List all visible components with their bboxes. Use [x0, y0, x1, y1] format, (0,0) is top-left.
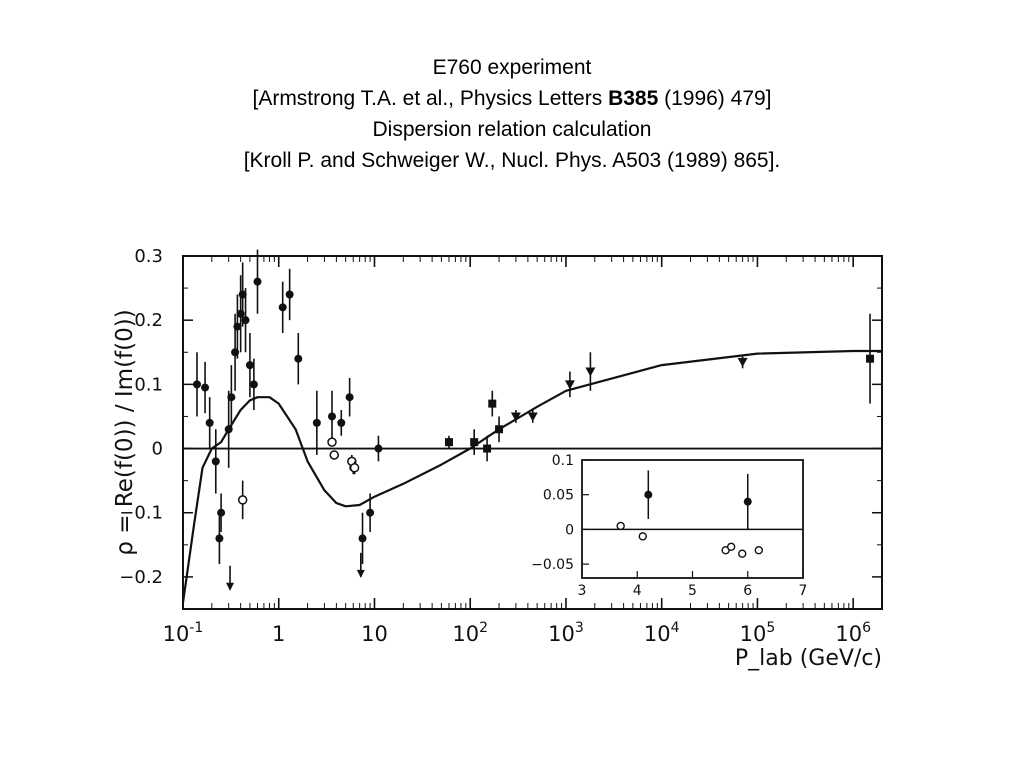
inset-data-point-filled [644, 490, 653, 499]
data-point-filled [205, 418, 214, 427]
y-tick-label: −0.2 [119, 567, 163, 588]
data-point-filled [328, 412, 337, 421]
data-point-filled [192, 380, 201, 389]
inset-data-point-open [754, 546, 763, 555]
data-point-triangle [527, 412, 538, 422]
y-tick-label: 0.2 [134, 310, 163, 331]
data-point-filled [211, 457, 220, 466]
data-point-filled [337, 418, 346, 427]
data-point-filled [245, 361, 254, 370]
data-point-filled [227, 393, 236, 402]
x-tick-label: 104 [644, 620, 680, 646]
chart-title-block: E760 experiment [Armstrong T.A. et al., … [0, 52, 1024, 176]
title-line-4: [Kroll P. and Schweiger W., Nucl. Phys. … [243, 149, 781, 172]
inset-data-point-open [726, 542, 736, 551]
inset-x-tick-label: 5 [688, 583, 697, 599]
plot-frame [182, 255, 883, 610]
inset-y-tick-label: −0.05 [531, 557, 574, 573]
inset-y-tick-label: 0.1 [552, 453, 574, 469]
y-tick-label: 0 [152, 439, 163, 460]
data-point-high [866, 354, 875, 363]
inset-x-tick-label: 4 [633, 583, 642, 599]
data-point-square [483, 444, 492, 453]
inset-x-tick-label: 6 [743, 583, 752, 599]
data-point-filled [217, 508, 226, 517]
data-point-filled [238, 290, 247, 299]
inset-data-point-filled [743, 497, 752, 506]
data-point-open [329, 450, 339, 460]
data-point-filled [294, 354, 303, 363]
data-point-filled [278, 303, 287, 312]
data-point-open [327, 437, 337, 447]
data-point-open [349, 463, 360, 473]
data-point-square [470, 438, 479, 447]
data-point-filled [215, 534, 224, 543]
data-point-filled [285, 290, 294, 299]
dispersion-curve [181, 349, 882, 603]
y-axis-label: ρ = Re(f(0)) / Im(f(0)) [112, 309, 138, 555]
x-tick-label: 105 [740, 620, 776, 646]
limit-arrow-head [356, 569, 365, 578]
title-line-2: [Armstrong T.A. et al., Physics Letters … [0, 83, 1024, 114]
x-tick-label: 102 [452, 620, 488, 646]
x-tick-label: 1 [272, 622, 285, 646]
title-line-2-bold: B385 [608, 87, 659, 110]
data-point-triangle [510, 412, 521, 422]
inset-data-point-open [638, 532, 647, 541]
data-point-filled [233, 322, 242, 331]
data-point-filled [312, 418, 321, 427]
data-point-filled [366, 508, 375, 517]
inset-y-tick-label: 0.05 [543, 488, 574, 504]
inset-data-point-open [738, 549, 747, 558]
data-point-triangle [737, 357, 748, 367]
data-point-filled [358, 534, 367, 543]
data-point-triangle [564, 380, 575, 390]
data-point-open [237, 495, 248, 505]
data-point-triangle [585, 367, 596, 377]
data-point-filled [249, 380, 258, 389]
x-tick-label: 106 [835, 620, 871, 646]
y-tick-label: −0.1 [119, 503, 163, 524]
data-point-filled [241, 316, 250, 325]
inset-data-point-open [616, 521, 625, 531]
inset-y-tick-label: 0 [565, 522, 574, 538]
title-line-2-pre: [Armstrong T.A. et al., Physics Letters [252, 87, 609, 110]
limit-arrow-head [226, 582, 235, 591]
x-tick-label: 103 [548, 620, 584, 646]
data-point-square [495, 425, 504, 434]
data-point-filled [253, 277, 262, 286]
inset-x-tick-label: 7 [799, 583, 808, 599]
inset-x-tick-label: 3 [578, 583, 587, 599]
y-tick-label: 0.1 [134, 374, 163, 395]
x-tick-label: 10-1 [163, 620, 204, 646]
data-point-filled [345, 393, 354, 402]
data-point-square [444, 438, 453, 447]
x-tick-label: 10 [361, 622, 388, 646]
title-line-2-post: (1996) 479] [658, 87, 772, 110]
title-line-1: E760 experiment [432, 56, 592, 79]
y-tick-label: 0.3 [134, 246, 163, 267]
x-axis-label: P_lab (GeV/c) [735, 646, 882, 671]
title-line-3: Dispersion relation calculation [372, 118, 652, 141]
data-point-square [488, 399, 497, 408]
data-point-filled [374, 444, 383, 453]
data-point-filled [201, 383, 210, 392]
inset-frame [581, 459, 804, 579]
